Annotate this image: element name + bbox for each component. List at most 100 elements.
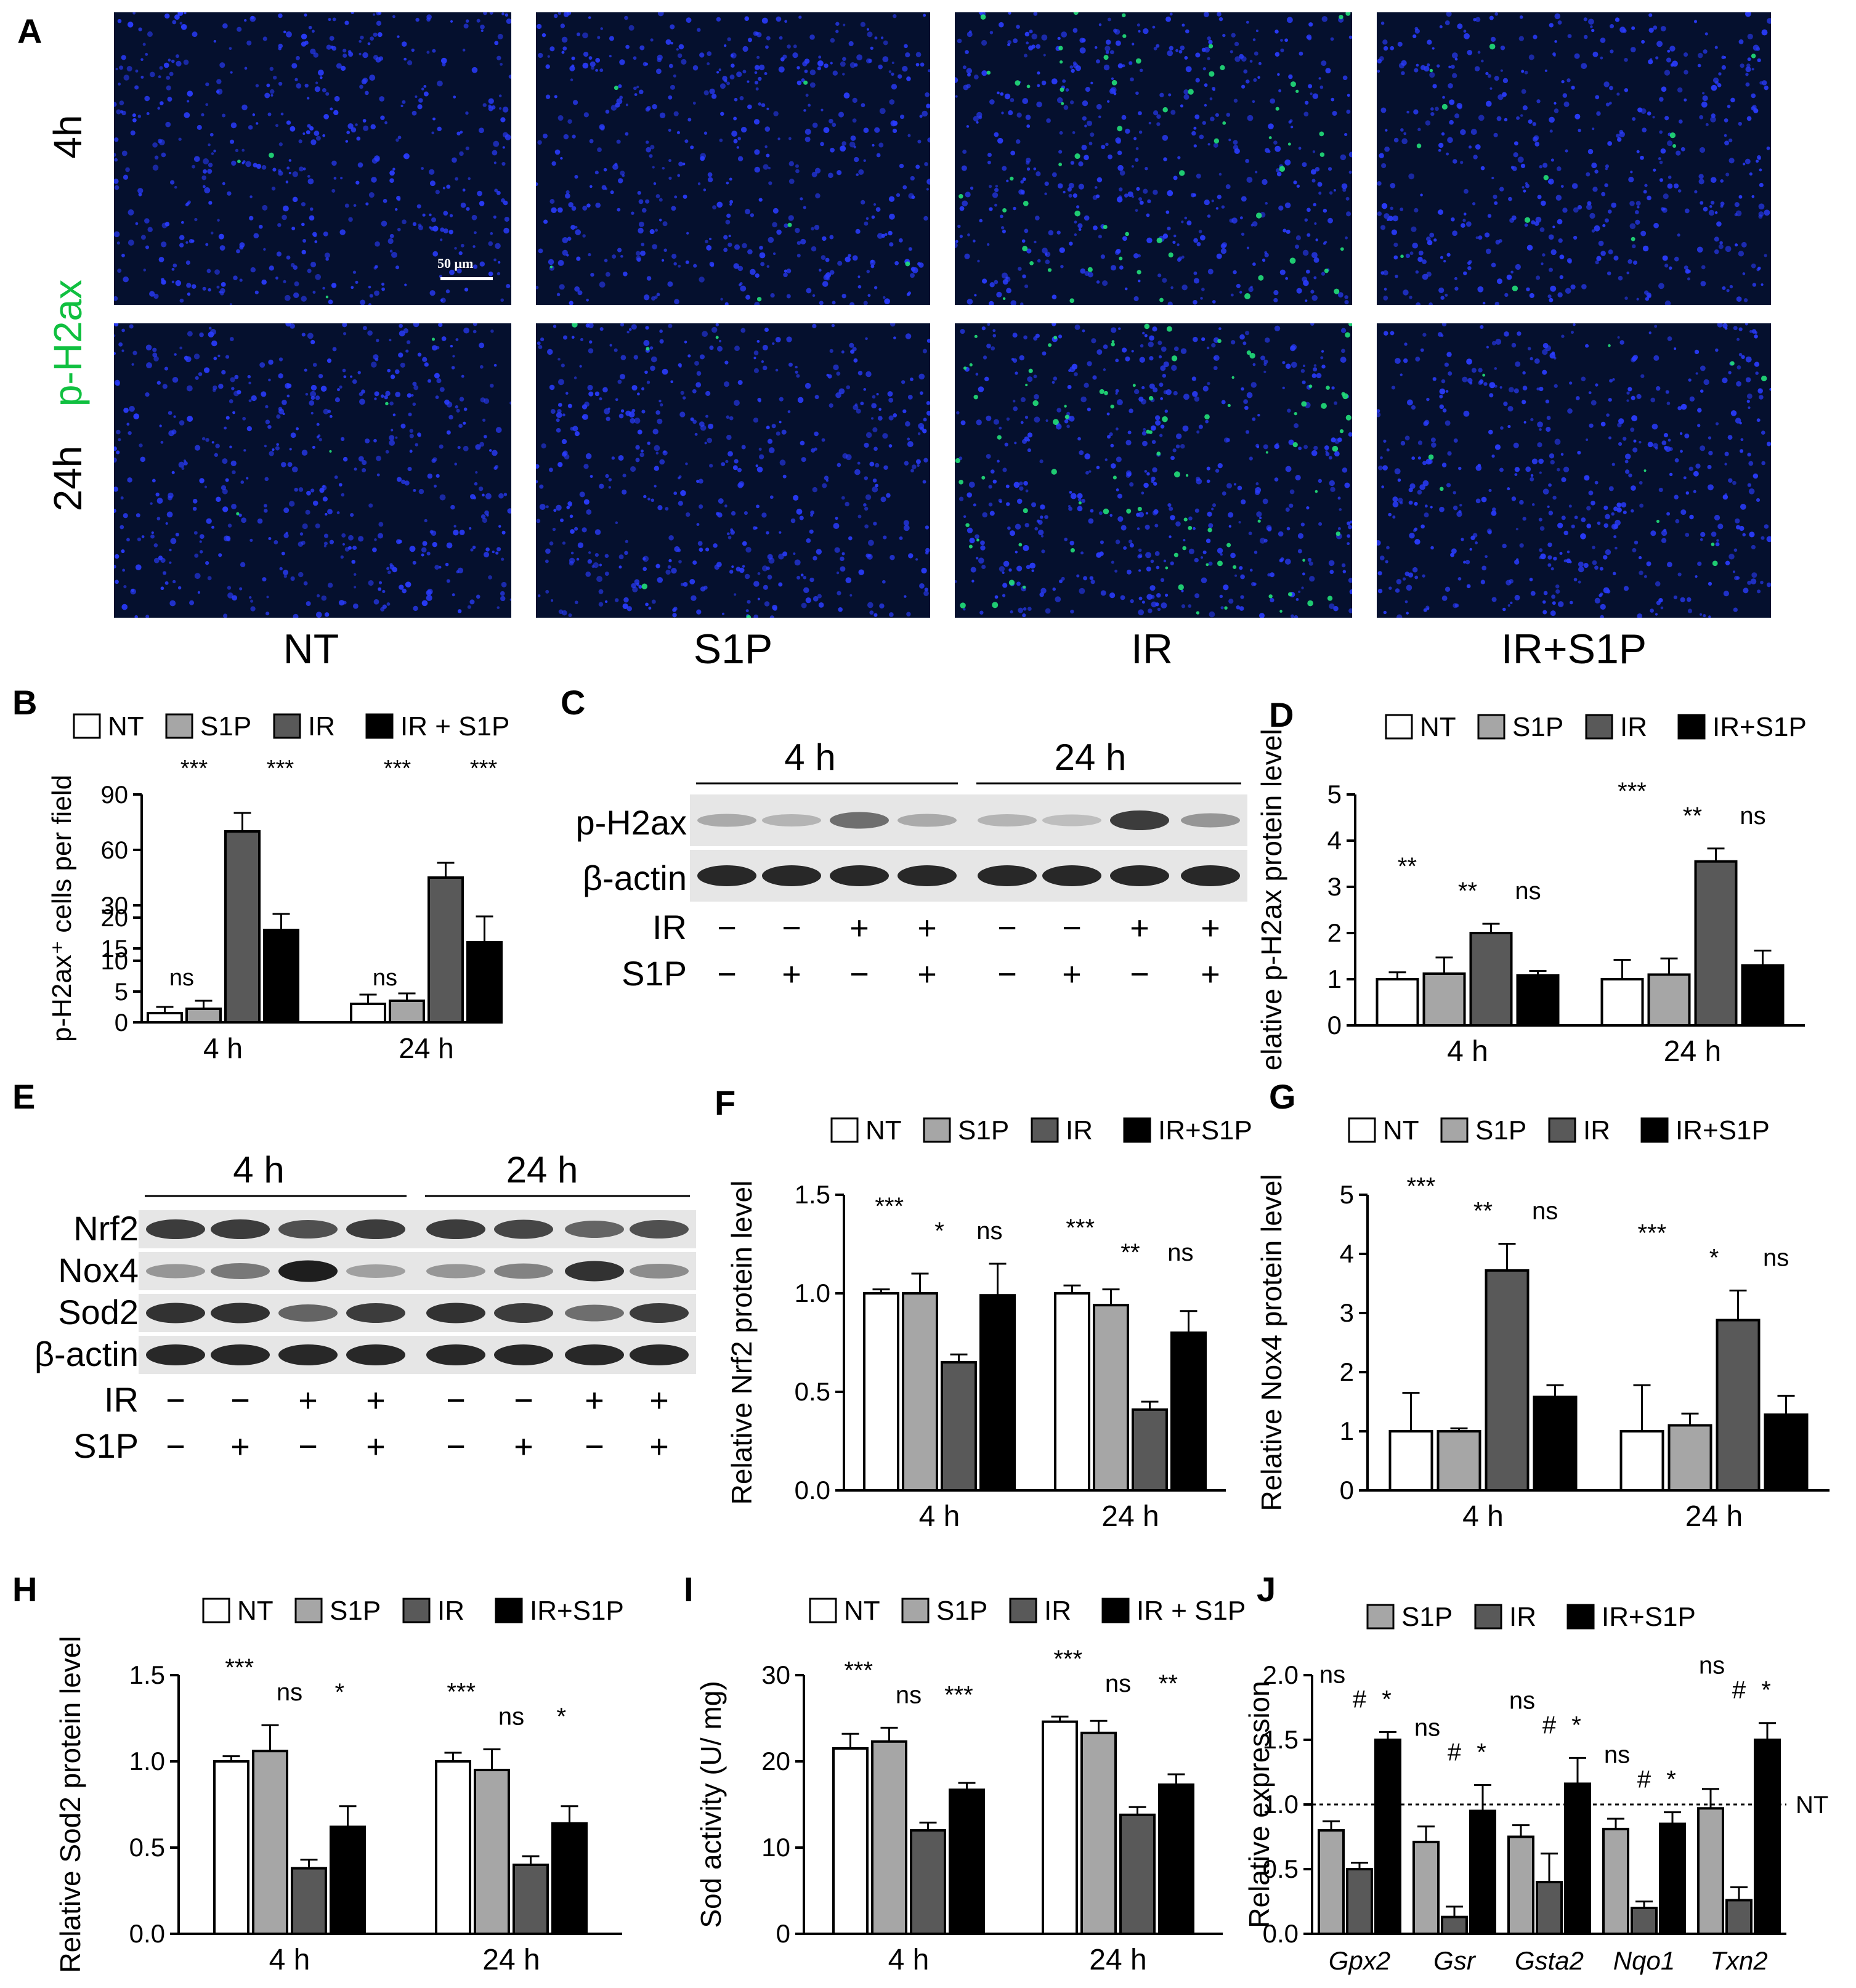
nucleus-dot (561, 36, 568, 43)
nucleus-dot (1628, 176, 1634, 183)
nucleus-dot (1717, 83, 1722, 87)
nucleus-dot (1137, 527, 1140, 530)
band (278, 1220, 338, 1238)
nucleus-dot (856, 173, 859, 176)
nucleus-dot (1208, 39, 1213, 44)
p-h2ax-foci-dot (1656, 520, 1659, 523)
nucleus-dot (135, 222, 139, 225)
nucleus-dot (222, 23, 228, 29)
nucleus-dot (1555, 195, 1562, 201)
s1p-sign: + (917, 956, 937, 993)
nucleus-dot (1064, 419, 1069, 424)
nucleus-dot (1414, 208, 1419, 213)
nucleus-dot (753, 350, 759, 355)
nucleus-dot (788, 362, 793, 367)
nucleus-dot (1534, 358, 1540, 364)
nucleus-dot (619, 95, 623, 100)
nucleus-dot (1016, 498, 1023, 504)
nucleus-dot (362, 460, 367, 466)
ir-sign: − (230, 1382, 250, 1419)
nucleus-dot (408, 412, 412, 416)
nucleus-dot (638, 227, 644, 234)
bar (1725, 1899, 1753, 1936)
p-h2ax-foci-dot (1327, 596, 1333, 601)
nucleus-dot (1695, 463, 1701, 469)
legend-swatch (1566, 1604, 1595, 1630)
nucleus-dot (753, 368, 759, 373)
nucleus-dot (867, 539, 874, 546)
nucleus-dot (829, 349, 833, 354)
nucleus-dot (978, 115, 983, 119)
nucleus-dot (172, 263, 177, 268)
nucleus-dot (1522, 386, 1528, 390)
nucleus-dot (158, 257, 164, 262)
p-h2ax-foci-dot (1188, 89, 1194, 95)
nucleus-dot (635, 458, 640, 463)
legend-swatch (901, 1598, 930, 1623)
nucleus-dot (684, 341, 687, 344)
nucleus-dot (727, 536, 732, 539)
nucleus-dot (747, 249, 753, 255)
nucleus-dot (1457, 23, 1463, 30)
nucleus-dot (144, 95, 150, 102)
nucleus-dot (327, 410, 331, 413)
nucleus-dot (1395, 358, 1401, 364)
nucleus-dot (115, 580, 119, 584)
nucleus-dot (1031, 44, 1035, 49)
band (762, 865, 821, 886)
nucleus-dot (347, 50, 352, 54)
nucleus-dot (1103, 64, 1110, 71)
nucleus-dot (816, 549, 822, 555)
p-h2ax-foci-dot (1287, 592, 1292, 597)
band (426, 1264, 485, 1279)
nucleus-dot (1026, 167, 1031, 171)
nucleus-dot (315, 612, 322, 618)
nucleus-dot (875, 207, 881, 212)
nucleus-dot (1064, 538, 1068, 541)
nucleus-dot (184, 112, 190, 118)
nucleus-dot (927, 137, 930, 143)
nucleus-dot (1654, 325, 1658, 328)
nucleus-dot (1349, 589, 1352, 594)
nucleus-dot (1631, 395, 1635, 400)
nucleus-dot (1037, 259, 1041, 263)
nucleus-dot (1082, 329, 1085, 333)
nucleus-dot (1010, 300, 1016, 305)
nucleus-dot (799, 515, 804, 520)
nucleus-dot (1024, 416, 1029, 419)
nucleus-dot (1027, 607, 1032, 611)
nucleus-dot (1200, 297, 1203, 300)
nucleus-dot (1623, 586, 1629, 591)
legend-label: IR (308, 711, 335, 741)
nucleus-dot (307, 124, 311, 128)
nucleus-dot (741, 445, 746, 450)
y-tick-label: 1.5 (1263, 1725, 1299, 1754)
nucleus-dot (1138, 130, 1143, 134)
nucleus-dot (290, 323, 295, 329)
nucleus-dot (1022, 274, 1026, 278)
nucleus-dot (709, 88, 715, 95)
nucleus-dot (386, 602, 391, 606)
nucleus-dot (310, 339, 315, 345)
nucleus-dot (764, 145, 768, 148)
nucleus-dot (290, 432, 296, 438)
bar (1042, 1720, 1078, 1935)
nucleus-dot (1005, 484, 1010, 488)
significance-label: *** (944, 1681, 973, 1708)
band-label: β-actin (583, 859, 687, 897)
nucleus-dot (852, 255, 858, 261)
nucleus-dot (959, 235, 963, 238)
nucleus-dot (1248, 286, 1254, 293)
nucleus-dot (1177, 243, 1180, 246)
nucleus-dot (582, 234, 586, 238)
nucleus-dot (193, 354, 200, 360)
nucleus-dot (917, 139, 922, 143)
nucleus-dot (659, 459, 665, 465)
panel-label: H (12, 1570, 37, 1609)
band-label: β-actin (34, 1335, 139, 1373)
nucleus-dot (1145, 166, 1148, 171)
nucleus-dot (719, 139, 723, 142)
p-h2ax-foci-dot (1183, 517, 1188, 522)
nucleus-dot (244, 18, 247, 22)
